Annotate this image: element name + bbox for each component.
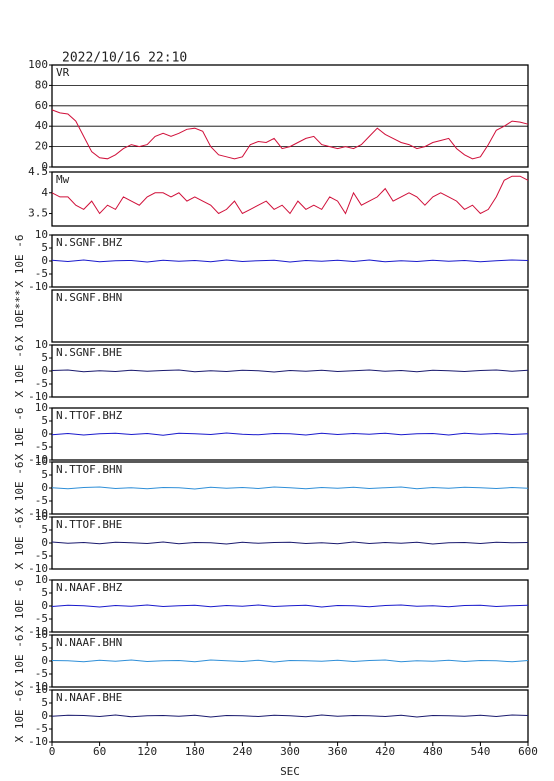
- x-tick-label: 60: [93, 745, 106, 758]
- y-tick-label: -5: [35, 667, 48, 680]
- x-tick-label: 0: [49, 745, 56, 758]
- panel-label: N.SGNF.BHE: [56, 346, 122, 359]
- y-tick-label: -10: [28, 735, 48, 748]
- data-line: [51, 259, 529, 263]
- data-line: [51, 369, 529, 373]
- y-tick-label: 10: [35, 455, 48, 468]
- y-axis-label: X 10E -6: [13, 345, 26, 398]
- y-tick-label: 10: [35, 683, 48, 696]
- x-tick-label: 120: [137, 745, 157, 758]
- x-tick-label: 180: [185, 745, 205, 758]
- y-tick-label: -10: [28, 562, 48, 575]
- panel-frame: [51, 64, 529, 168]
- y-tick-label: -10: [28, 280, 48, 293]
- y-tick-label: 0: [41, 654, 48, 667]
- y-tick-label: 5: [41, 468, 48, 481]
- panel-label: VR: [56, 66, 70, 79]
- x-tick-label: 360: [328, 745, 348, 758]
- y-tick-label: 10: [35, 628, 48, 641]
- y-tick-label: 10: [35, 573, 48, 586]
- y-tick-label: 5: [41, 523, 48, 536]
- x-axis-label: SEC: [280, 765, 300, 778]
- y-tick-label: -10: [28, 680, 48, 693]
- y-tick-label: 5: [41, 351, 48, 364]
- panel-label: N.TTOF.BHE: [56, 518, 122, 531]
- x-tick-label: 300: [280, 745, 300, 758]
- panel-label: N.NAAF.BHN: [56, 636, 122, 649]
- y-tick-label: -5: [35, 549, 48, 562]
- panel-label: N.SGNF.BHZ: [56, 236, 123, 249]
- y-tick-label: 5: [41, 586, 48, 599]
- y-axis-label: X 10E -6: [13, 462, 26, 515]
- y-tick-label: 20: [35, 140, 48, 153]
- panel-frame: [51, 289, 529, 343]
- y-tick-label: 3.5: [28, 207, 48, 220]
- data-line: [51, 604, 529, 608]
- y-tick-label: 100: [28, 58, 48, 71]
- y-tick-label: 5: [41, 641, 48, 654]
- y-tick-label: -5: [35, 494, 48, 507]
- y-tick-label: -5: [35, 722, 48, 735]
- y-tick-label: 0: [41, 481, 48, 494]
- y-axis-label: X 10E -6: [13, 580, 26, 633]
- y-axis-label: X 10E***: [13, 290, 26, 343]
- panel-frame: [51, 171, 529, 227]
- y-tick-label: 0: [41, 709, 48, 722]
- y-tick-label: 10: [35, 510, 48, 523]
- x-tick-label: 420: [375, 745, 395, 758]
- y-tick-label: 5: [41, 414, 48, 427]
- y-tick-label: 4.5: [28, 165, 48, 178]
- y-axis-label: X 10E -6: [13, 235, 26, 288]
- x-tick-label: 240: [232, 745, 252, 758]
- y-tick-label: -10: [28, 507, 48, 520]
- y-axis-label: X 10E -6: [13, 517, 26, 570]
- y-tick-label: 0: [41, 427, 48, 440]
- y-tick-label: 0: [41, 364, 48, 377]
- data-line: [51, 659, 529, 663]
- panel-label: N.TTOF.BHN: [56, 463, 122, 476]
- x-tick-label: 480: [423, 745, 443, 758]
- y-axis-label: X 10E -6: [13, 635, 26, 688]
- y-tick-label: 0: [41, 254, 48, 267]
- data-line: [51, 541, 529, 545]
- y-tick-label: -5: [35, 377, 48, 390]
- y-tick-label: 10: [35, 338, 48, 351]
- y-tick-label: 10: [35, 228, 48, 241]
- y-tick-label: 5: [41, 696, 48, 709]
- data-line: [51, 714, 529, 718]
- y-tick-label: 0: [41, 599, 48, 612]
- data-line: [51, 109, 529, 160]
- chart-title: 2022/10/16 22:10: [62, 51, 187, 66]
- data-line: [51, 486, 529, 490]
- y-axis-label: X 10E -6: [13, 690, 26, 743]
- y-axis-label: X 10E -6: [13, 408, 26, 461]
- panel-label: N.NAAF.BHZ: [56, 581, 123, 594]
- x-tick-label: 600: [518, 745, 538, 758]
- y-tick-label: 40: [35, 119, 48, 132]
- data-line: [51, 432, 529, 436]
- y-tick-label: -10: [28, 625, 48, 638]
- y-tick-label: -10: [28, 390, 48, 403]
- y-tick-label: -5: [35, 267, 48, 280]
- y-tick-label: 0: [41, 160, 48, 173]
- y-tick-label: -5: [35, 612, 48, 625]
- y-tick-label: 60: [35, 99, 48, 112]
- panel-label: N.TTOF.BHZ: [56, 409, 123, 422]
- panel-label: Mw: [56, 173, 70, 186]
- y-tick-label: 5: [41, 241, 48, 254]
- panel-label: N.SGNF.BHN: [56, 291, 122, 304]
- y-tick-label: 10: [35, 401, 48, 414]
- panel-label: N.NAAF.BHE: [56, 691, 122, 704]
- y-tick-label: -5: [35, 440, 48, 453]
- y-tick-label: 4: [41, 186, 48, 199]
- x-tick-label: 540: [470, 745, 490, 758]
- y-tick-label: -10: [28, 453, 48, 466]
- data-line: [51, 175, 529, 215]
- y-tick-label: 0: [41, 536, 48, 549]
- y-tick-label: 80: [35, 78, 48, 91]
